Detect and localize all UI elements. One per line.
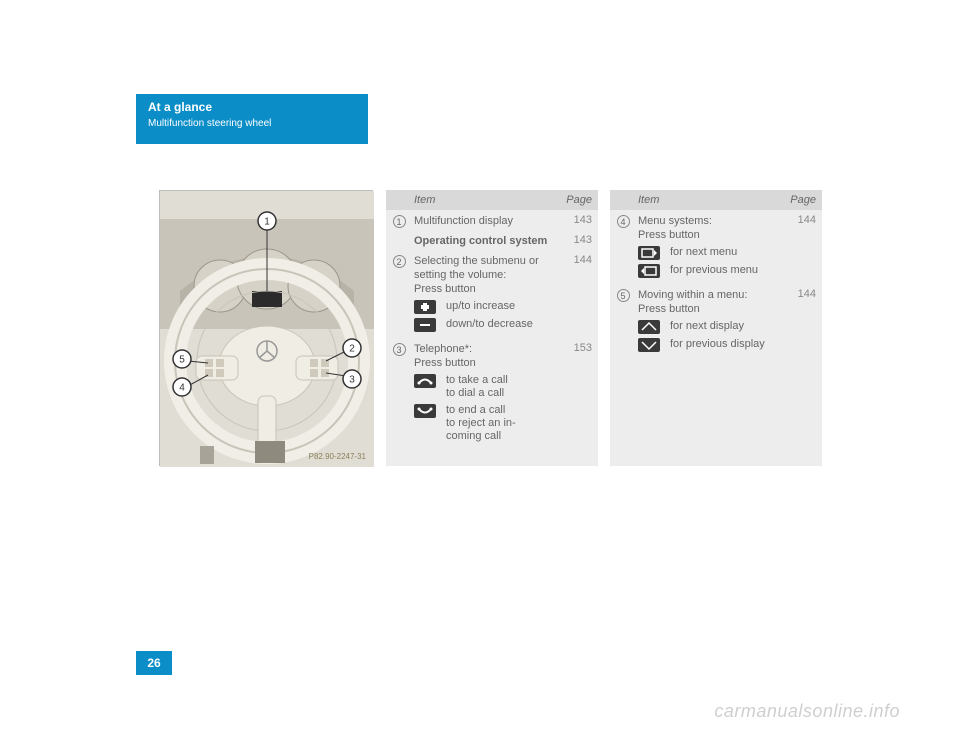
row-marker: 1: [393, 215, 406, 228]
figure-code: P82.90-2247-31: [309, 452, 366, 461]
table-subrow: to end a callto reject an in-coming call: [386, 402, 598, 445]
col-page: Page: [786, 194, 822, 206]
table-subrow: down/to decrease: [386, 316, 598, 334]
col-page: Page: [562, 194, 598, 206]
steering-wheel-figure: 1 2 3 4 5 P82.90-2247-31: [159, 190, 373, 466]
subrow-text: down/to decrease: [442, 318, 562, 332]
table-row: 4 Menu systems:Press button144: [610, 210, 822, 244]
row-marker: 5: [617, 289, 630, 302]
col-item: Item: [412, 194, 562, 206]
table-subrow: to take a callto dial a call: [386, 372, 598, 402]
table-row: Operating control system143: [386, 230, 598, 250]
table-subrow: for previous menu: [610, 262, 822, 280]
phone-down-icon: [414, 404, 436, 418]
subrow-text: to take a callto dial a call: [442, 374, 562, 400]
watermark: carmanualsonline.info: [714, 701, 900, 722]
table-row: 3 Telephone*:Press button153: [386, 338, 598, 372]
table-row: 2 Selecting the submenu or setting the vo…: [386, 250, 598, 298]
row-text: Menu systems:Press button: [636, 214, 786, 242]
subrow-text: for previous display: [666, 338, 786, 352]
table-row: 1 Multifunction display143: [386, 210, 598, 230]
row-page: 144: [786, 288, 822, 316]
minus-icon: [414, 318, 436, 332]
plus-icon: [414, 300, 436, 314]
section-tab: At a glance Multifunction steering wheel: [136, 94, 368, 144]
row-page: 143: [562, 234, 598, 248]
callout-2: 2: [349, 344, 355, 355]
item-table-right: Item Page 4Menu systems:Press button144f…: [610, 190, 822, 466]
row-text: Operating control system: [412, 234, 562, 248]
subrow-text: for next display: [666, 320, 786, 334]
table-row: 5 Moving within a menu:Press button144: [610, 284, 822, 318]
subrow-text: up/to increase: [442, 300, 562, 314]
callout-3: 3: [349, 375, 355, 386]
row-page: 144: [562, 254, 598, 296]
subrow-text: to end a callto reject an in-coming call: [442, 404, 562, 443]
row-text: Moving within a menu:Press button: [636, 288, 786, 316]
page-down-icon: [638, 338, 660, 352]
screen-prev-icon: [638, 264, 660, 278]
table-header: Item Page: [610, 190, 822, 210]
table-header: Item Page: [386, 190, 598, 210]
callout-5: 5: [179, 355, 185, 366]
table-subrow: up/to increase: [386, 298, 598, 316]
table-subrow: for previous display: [610, 336, 822, 354]
subrow-text: for previous menu: [666, 264, 786, 278]
tab-title: At a glance: [148, 100, 358, 114]
page-up-icon: [638, 320, 660, 334]
row-page: 153: [562, 342, 598, 370]
subrow-text: for next menu: [666, 246, 786, 260]
row-page: 143: [562, 214, 598, 228]
row-page: 144: [786, 214, 822, 242]
row-text: Selecting the submenu or setting the vol…: [412, 254, 562, 296]
screen-next-icon: [638, 246, 660, 260]
table-subrow: for next menu: [610, 244, 822, 262]
table-subrow: for next display: [610, 318, 822, 336]
row-marker: 2: [393, 255, 406, 268]
page-number: 26: [136, 651, 172, 675]
row-marker: 3: [393, 343, 406, 356]
tab-subtitle: Multifunction steering wheel: [148, 118, 358, 129]
col-item: Item: [636, 194, 786, 206]
phone-up-icon: [414, 374, 436, 388]
row-text: Telephone*:Press button: [412, 342, 562, 370]
row-marker: 4: [617, 215, 630, 228]
item-table-left: Item Page 1Multifunction display143Opera…: [386, 190, 598, 466]
callout-1: 1: [264, 217, 270, 228]
row-text: Multifunction display: [412, 214, 562, 228]
callout-4: 4: [179, 383, 185, 394]
